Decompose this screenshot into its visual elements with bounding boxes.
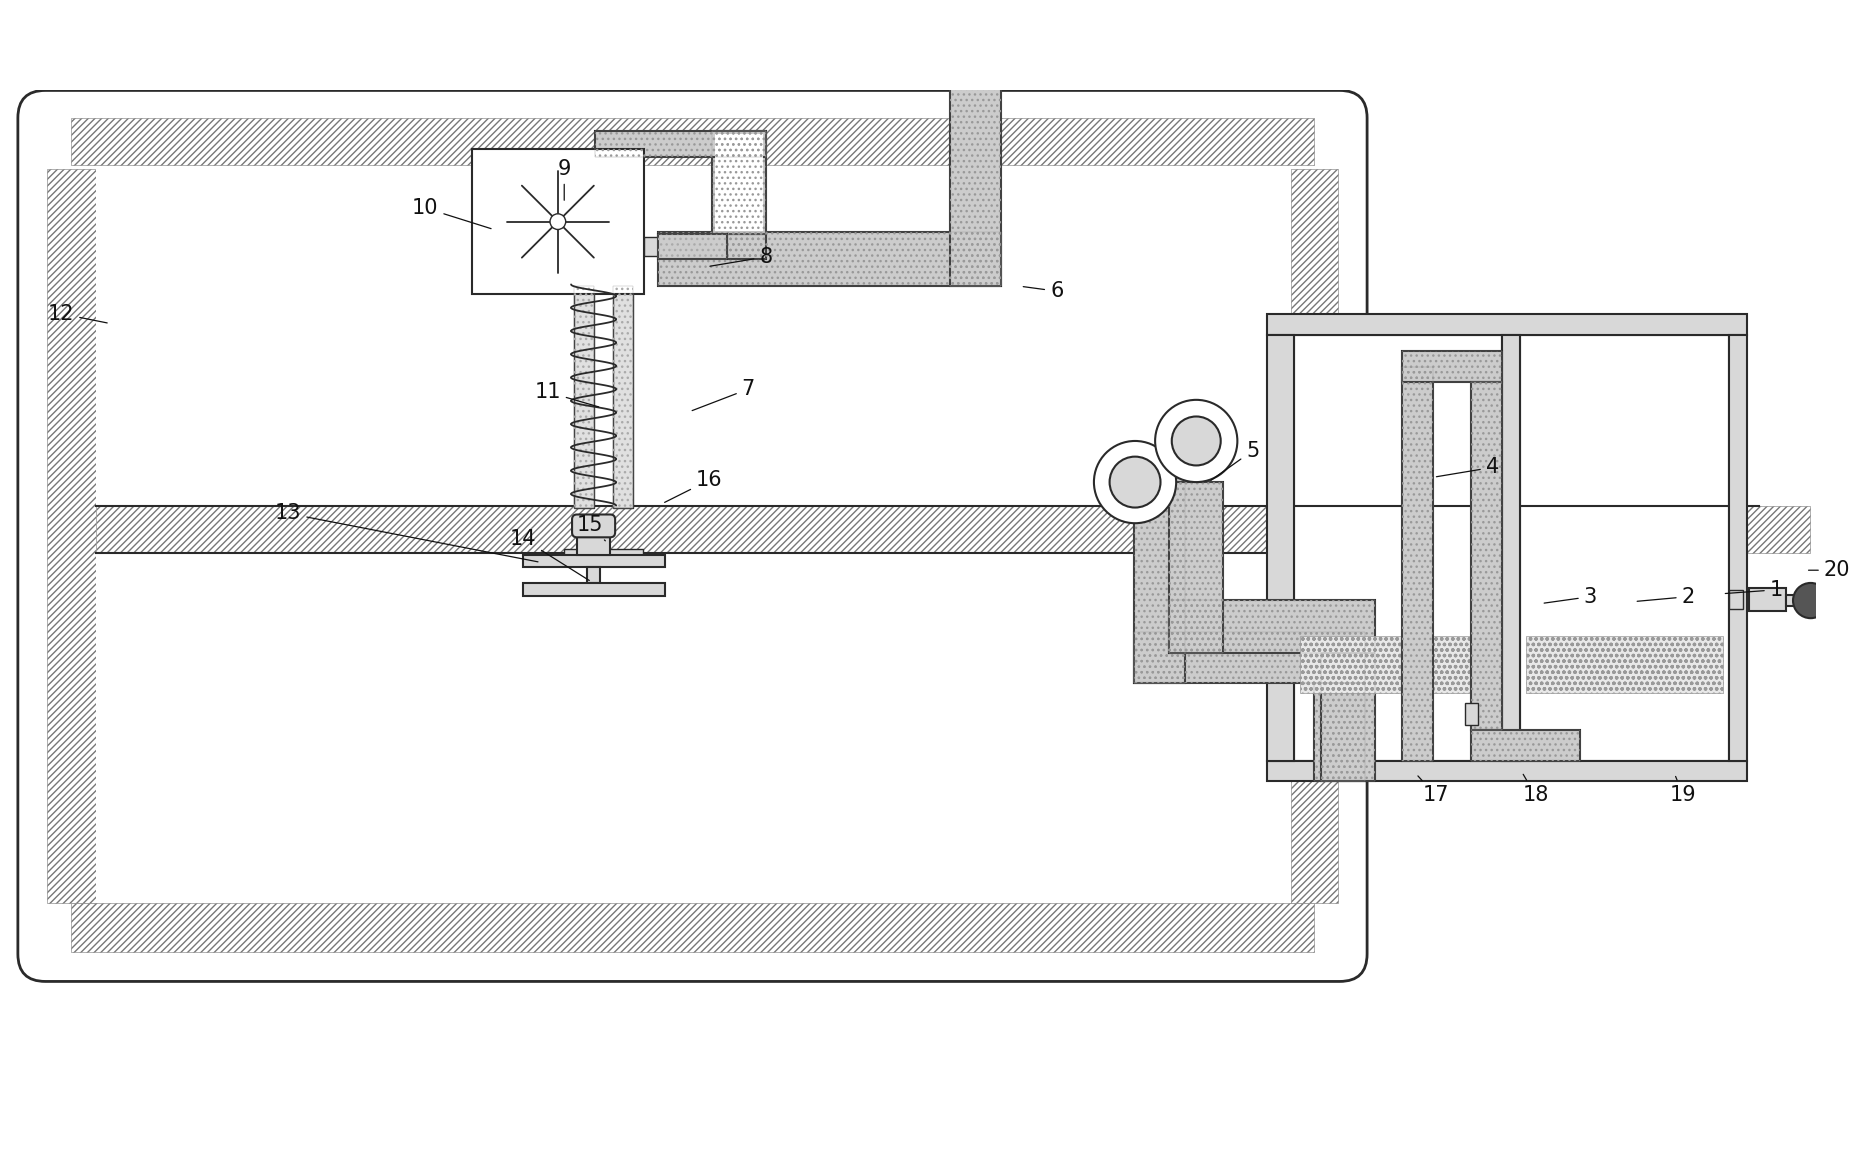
Bar xyxy=(714,135,762,231)
Bar xyxy=(1502,335,1519,761)
Text: 7: 7 xyxy=(692,379,755,411)
Bar xyxy=(70,118,1313,165)
Text: 16: 16 xyxy=(664,470,723,502)
Bar xyxy=(1134,467,1186,683)
Bar xyxy=(1519,335,1730,761)
Text: 15: 15 xyxy=(577,515,605,541)
Bar xyxy=(1402,367,1434,761)
Text: 5: 5 xyxy=(1210,441,1260,480)
Circle shape xyxy=(549,213,566,230)
Bar xyxy=(1314,683,1365,781)
Bar xyxy=(659,234,727,260)
Bar xyxy=(1267,335,1293,761)
Bar xyxy=(1402,350,1502,382)
Bar xyxy=(727,234,766,260)
Text: 9: 9 xyxy=(557,159,572,201)
Bar xyxy=(1465,703,1478,725)
Bar xyxy=(1293,335,1502,761)
Bar xyxy=(1321,653,1375,781)
Bar xyxy=(1471,382,1502,730)
Bar xyxy=(1321,653,1375,781)
Bar xyxy=(1471,382,1502,730)
Bar xyxy=(659,232,1001,287)
Text: 12: 12 xyxy=(48,304,107,324)
Text: 14: 14 xyxy=(511,529,590,580)
Bar xyxy=(1785,595,1844,607)
Bar xyxy=(1471,730,1580,761)
Bar xyxy=(1402,367,1434,761)
Bar xyxy=(1526,636,1724,693)
Bar xyxy=(96,168,1289,904)
Text: 8: 8 xyxy=(710,247,773,267)
Text: 4: 4 xyxy=(1436,457,1499,478)
Bar xyxy=(522,554,664,567)
Text: 13: 13 xyxy=(276,503,538,561)
Text: 11: 11 xyxy=(535,382,599,407)
Text: 2: 2 xyxy=(1637,587,1695,607)
Bar xyxy=(1748,588,1785,611)
Bar xyxy=(577,529,611,554)
Text: 6: 6 xyxy=(1023,281,1064,302)
Circle shape xyxy=(1110,457,1160,508)
FancyBboxPatch shape xyxy=(18,90,1367,981)
Bar xyxy=(612,287,633,508)
Text: 3: 3 xyxy=(1545,587,1597,607)
Bar xyxy=(594,131,766,157)
Bar xyxy=(1169,483,1223,653)
FancyBboxPatch shape xyxy=(572,515,616,537)
Bar xyxy=(659,232,1001,287)
Bar xyxy=(48,168,96,904)
Bar xyxy=(659,234,727,260)
Bar xyxy=(1134,632,1365,683)
Bar xyxy=(1169,600,1375,653)
Text: 19: 19 xyxy=(1671,776,1696,805)
Bar xyxy=(644,237,659,256)
Bar xyxy=(522,583,664,596)
Text: 18: 18 xyxy=(1523,775,1548,805)
Bar xyxy=(612,287,633,508)
Bar xyxy=(1169,600,1375,653)
Circle shape xyxy=(1093,441,1177,523)
Bar xyxy=(1471,730,1580,761)
Bar xyxy=(574,287,594,508)
Bar xyxy=(1402,350,1502,382)
Text: 10: 10 xyxy=(413,198,490,229)
Text: 20: 20 xyxy=(1809,560,1850,580)
Circle shape xyxy=(1171,416,1221,465)
Bar xyxy=(1267,761,1746,781)
Bar xyxy=(1134,467,1186,683)
Bar xyxy=(951,71,1001,287)
Bar xyxy=(586,567,601,583)
Bar xyxy=(712,131,766,234)
Bar xyxy=(1169,483,1223,653)
Bar xyxy=(594,131,766,157)
Bar xyxy=(951,71,1001,287)
Bar xyxy=(1314,683,1365,781)
Bar xyxy=(727,234,766,260)
Bar xyxy=(1134,632,1365,683)
Bar xyxy=(712,131,766,234)
Bar xyxy=(564,549,642,563)
Text: 17: 17 xyxy=(1417,776,1449,805)
Circle shape xyxy=(1154,400,1238,483)
Bar xyxy=(1267,313,1746,335)
Bar xyxy=(472,150,644,295)
Bar xyxy=(574,287,594,508)
Bar xyxy=(1730,589,1743,609)
Bar xyxy=(1299,636,1497,693)
Bar xyxy=(96,506,1809,552)
Text: 1: 1 xyxy=(1726,580,1783,600)
Bar xyxy=(1291,168,1338,904)
Bar xyxy=(1730,335,1746,761)
Bar xyxy=(70,904,1313,952)
Circle shape xyxy=(1793,583,1828,618)
